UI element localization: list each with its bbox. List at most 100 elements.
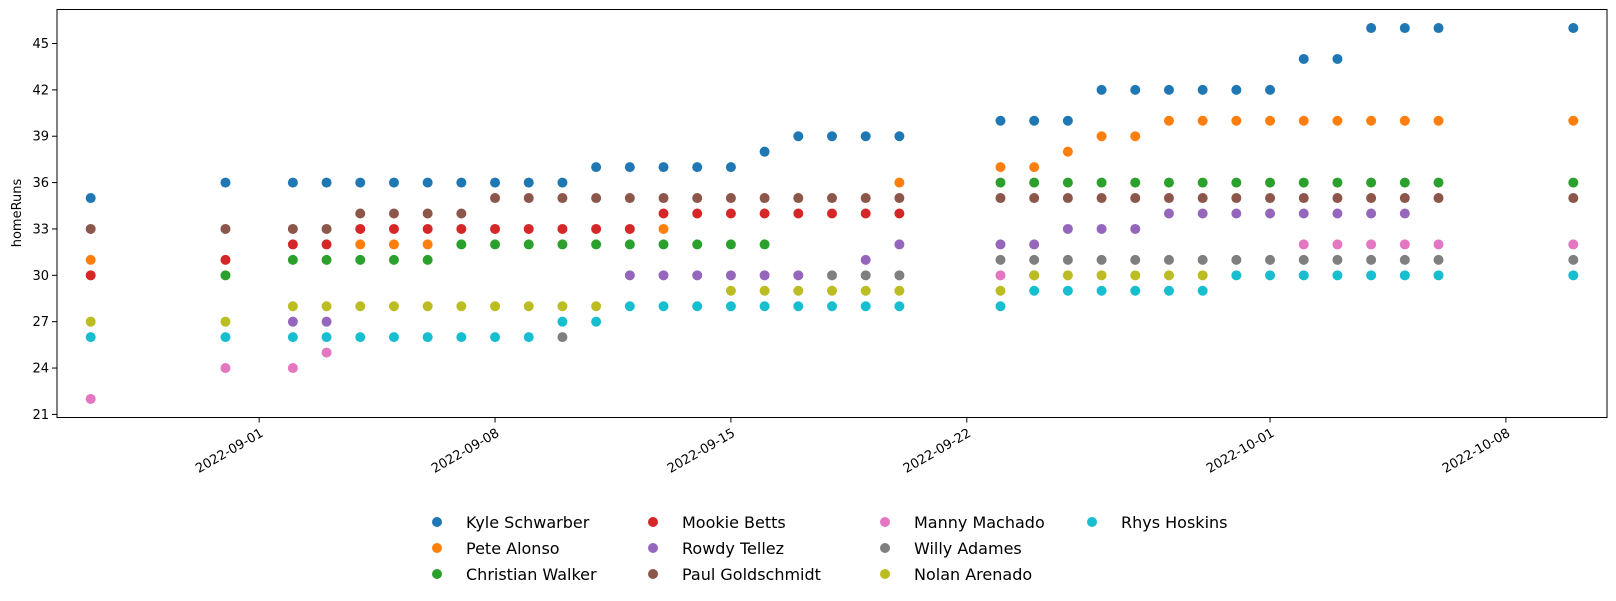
data-point	[692, 208, 703, 219]
legend-item: Paul Goldschmidt	[648, 565, 821, 584]
legend-marker	[432, 569, 442, 579]
data-point	[388, 301, 399, 312]
data-point	[995, 301, 1006, 312]
data-point	[658, 193, 669, 204]
data-point	[1399, 23, 1410, 34]
y-tick-label: 33	[32, 222, 49, 237]
data-point	[321, 254, 332, 265]
data-point	[287, 239, 298, 250]
data-point	[287, 316, 298, 327]
data-point	[1265, 115, 1276, 126]
data-point	[422, 177, 433, 188]
series-rhys-hoskins	[85, 270, 1579, 343]
data-point	[355, 223, 366, 234]
data-point	[793, 270, 804, 281]
data-point	[321, 316, 332, 327]
data-point	[85, 193, 96, 204]
data-point	[557, 316, 568, 327]
data-point	[557, 239, 568, 250]
data-point	[1163, 177, 1174, 188]
data-point	[759, 285, 770, 296]
data-point	[995, 162, 1006, 173]
data-point	[894, 193, 905, 204]
data-point	[1568, 239, 1579, 250]
data-point	[1197, 84, 1208, 95]
data-point	[692, 270, 703, 281]
legend-marker	[432, 543, 442, 553]
data-point	[591, 239, 602, 250]
data-point	[422, 223, 433, 234]
data-point	[1265, 254, 1276, 265]
data-point	[1231, 84, 1242, 95]
data-point	[624, 301, 635, 312]
data-point	[725, 270, 736, 281]
data-point	[995, 115, 1006, 126]
data-point	[995, 285, 1006, 296]
data-point	[456, 301, 467, 312]
y-tick-label: 42	[32, 83, 49, 98]
data-point	[321, 177, 332, 188]
legend-marker	[648, 569, 658, 579]
legend-marker	[880, 569, 890, 579]
series-pete-alonso	[85, 115, 1579, 265]
data-point	[1062, 177, 1073, 188]
legend-marker	[880, 517, 890, 527]
data-point	[1029, 270, 1040, 281]
data-point	[658, 162, 669, 173]
data-point	[894, 208, 905, 219]
data-point	[1197, 285, 1208, 296]
data-point	[725, 285, 736, 296]
data-point	[1332, 53, 1343, 64]
data-point	[1332, 208, 1343, 219]
legend-item: Nolan Arenado	[880, 565, 1032, 584]
data-point	[793, 301, 804, 312]
series-nolan-arenado	[85, 270, 1208, 327]
data-point	[658, 239, 669, 250]
data-point	[1197, 270, 1208, 281]
data-point	[1029, 285, 1040, 296]
data-point	[1197, 115, 1208, 126]
data-point	[860, 254, 871, 265]
data-point	[523, 301, 534, 312]
legend-item: Manny Machado	[880, 513, 1045, 532]
data-point	[220, 270, 231, 281]
legend: Kyle Schwarber Pete Alonso Christian Walke…	[432, 513, 1228, 584]
data-point	[759, 239, 770, 250]
legend-item: Christian Walker	[432, 565, 597, 584]
data-point	[1029, 162, 1040, 173]
data-point	[1433, 239, 1444, 250]
data-point	[658, 208, 669, 219]
data-point	[1332, 270, 1343, 281]
data-point	[1298, 254, 1309, 265]
data-point	[1399, 208, 1410, 219]
data-point	[1399, 254, 1410, 265]
legend-label: Mookie Betts	[682, 513, 786, 532]
data-point	[321, 301, 332, 312]
data-point	[1130, 177, 1141, 188]
data-point	[1163, 254, 1174, 265]
data-point	[557, 223, 568, 234]
legend-label: Willy Adames	[914, 539, 1022, 558]
data-point	[860, 301, 871, 312]
data-point	[1096, 270, 1107, 281]
data-point	[658, 223, 669, 234]
data-point	[624, 162, 635, 173]
data-point	[523, 177, 534, 188]
data-point	[624, 270, 635, 281]
data-point	[1366, 177, 1377, 188]
data-point	[1568, 254, 1579, 265]
series-christian-walker	[220, 177, 1579, 281]
data-point	[591, 193, 602, 204]
x-axis: 2022-09-01 2022-09-08 2022-09-15 2022-09-22…	[193, 417, 1513, 477]
data-point	[1399, 177, 1410, 188]
x-tick-label: 2022-09-15	[665, 426, 738, 477]
data-point	[827, 208, 837, 219]
data-point	[422, 254, 433, 265]
data-point	[1096, 84, 1107, 95]
data-point	[523, 332, 534, 343]
data-point	[456, 332, 467, 343]
data-point	[355, 254, 366, 265]
data-point	[894, 301, 905, 312]
data-point	[287, 223, 298, 234]
data-point	[1163, 193, 1174, 204]
